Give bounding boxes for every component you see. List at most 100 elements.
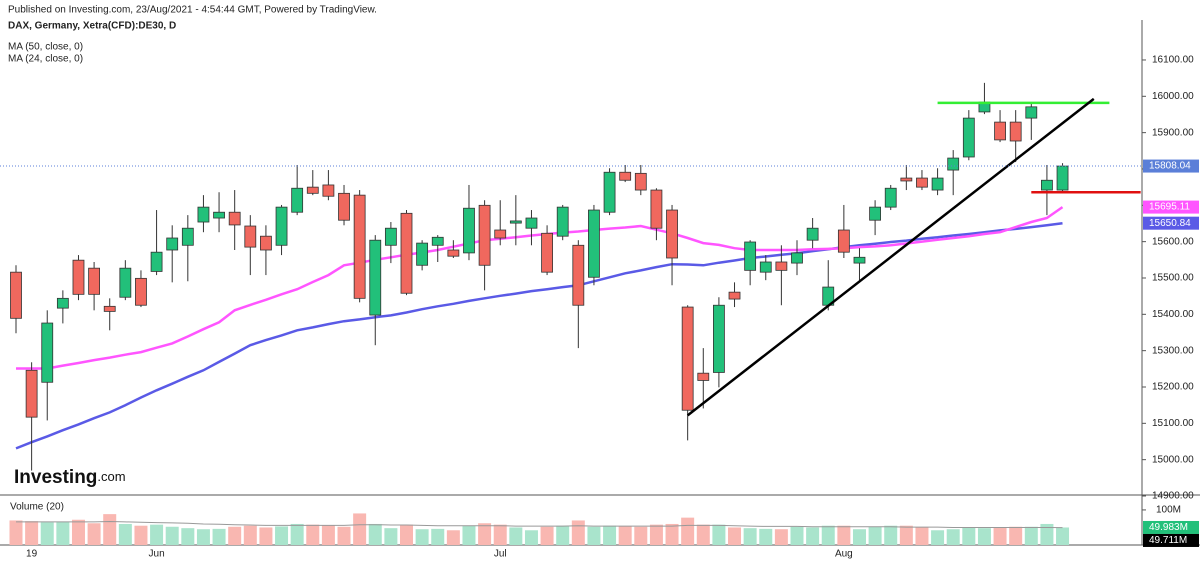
candle-body [135,277,147,306]
candle-body [713,304,725,373]
candle-body [666,209,678,259]
volume-bar [649,524,663,545]
volume-bar [321,525,335,545]
legend-ma24: MA (24, close, 0) [8,54,83,65]
volume-bar [1009,526,1023,545]
volume-bar [71,519,85,545]
volume-bar [587,526,601,545]
candle-body [338,192,350,221]
candle-body [556,206,569,237]
volume-bar [275,526,289,545]
ma-line [15,221,1063,450]
volume-bar [134,525,148,545]
candle-body [275,206,288,246]
volume-bar [915,527,929,545]
watermark: Investing.com [14,467,126,488]
volume-bar [571,520,585,545]
volume-bar [165,526,179,545]
volume-bar [337,526,351,545]
y-tick-label: 15900.00 [1152,127,1194,138]
y-tick-label: 14900.00 [1152,491,1194,502]
volume-bar [852,529,866,545]
candle-body [463,207,475,254]
candle-body [181,227,194,246]
candle-body [353,194,366,299]
volume-bar [103,514,117,545]
volume-bar [368,523,382,545]
candle-body [1009,121,1022,142]
candle-body [88,267,100,295]
candle-body [588,209,600,278]
candle-body [400,212,413,294]
candle-body [1056,165,1069,191]
volume-bar [400,524,413,545]
candle-body [322,184,335,197]
watermark-suffix: .com [97,469,125,484]
candle-body [197,206,210,223]
candle-body [541,232,553,273]
volume-bar [821,525,835,545]
volume-bar [56,521,70,545]
volume-bar [556,525,570,545]
price-tag-label: 15808.04 [1149,161,1191,172]
volume-bar [446,530,460,545]
volume-bar [868,526,882,545]
y-tick-label: 15200.00 [1152,382,1194,393]
volume-bar [9,520,23,545]
candle-body [384,227,397,246]
candle-body [931,177,944,191]
volume-bar [759,528,773,545]
volume-bar [196,529,210,545]
y-tick-label: 15400.00 [1152,309,1194,320]
candle-body [853,256,866,264]
y-tick-label: 15000.00 [1152,454,1194,465]
legend-ma50: MA (50, close, 0) [8,42,83,53]
candle-body [650,189,663,229]
volume-bar [899,525,913,545]
volume-bar [181,528,195,545]
candle-body [291,187,304,213]
candle-body [41,322,54,383]
candle-body [603,171,616,213]
candle-body [447,249,460,257]
x-tick-label: 19 [26,549,38,560]
candle-body [619,171,632,181]
price-tag [1143,216,1199,230]
candle-body [10,271,22,319]
price-tag [1143,520,1199,534]
price-tag-label: 49.711M [1149,535,1187,546]
candle-body [791,252,803,264]
candle-body [306,186,319,194]
price-tag-label: 15650.84 [1149,218,1191,229]
candle-body [228,211,241,226]
y-tick-label: 15600.00 [1152,236,1194,247]
candle-body [697,372,710,381]
candle-body [416,242,429,266]
candle-body [150,251,163,272]
candle-body [744,241,757,271]
ma-line [16,206,1064,370]
volume-bar [728,527,742,545]
volume-bar [837,525,851,545]
volume-bar [415,529,429,545]
volume-bar [993,527,1007,545]
y-tick-label: 16100.00 [1152,55,1194,66]
volume-bar [150,524,164,545]
volume-bar [243,525,257,545]
trend-drawing [686,97,1095,417]
volume-bar [384,528,398,545]
volume-bar [524,530,538,545]
volume-bar [743,528,757,545]
chart-title: DAX, Germany, Xetra(CFD):DE30, D [8,21,176,32]
candle-body [916,177,928,188]
y-tick-label: 15100.00 [1152,418,1194,429]
candle-body [213,211,225,219]
candle-body [494,229,507,239]
volume-bar [493,524,507,545]
volume-bar [40,522,54,545]
candle-body [806,227,819,241]
x-tick-label: Aug [835,549,853,560]
volume-bar [306,524,320,545]
x-tick-label: Jul [494,549,507,560]
